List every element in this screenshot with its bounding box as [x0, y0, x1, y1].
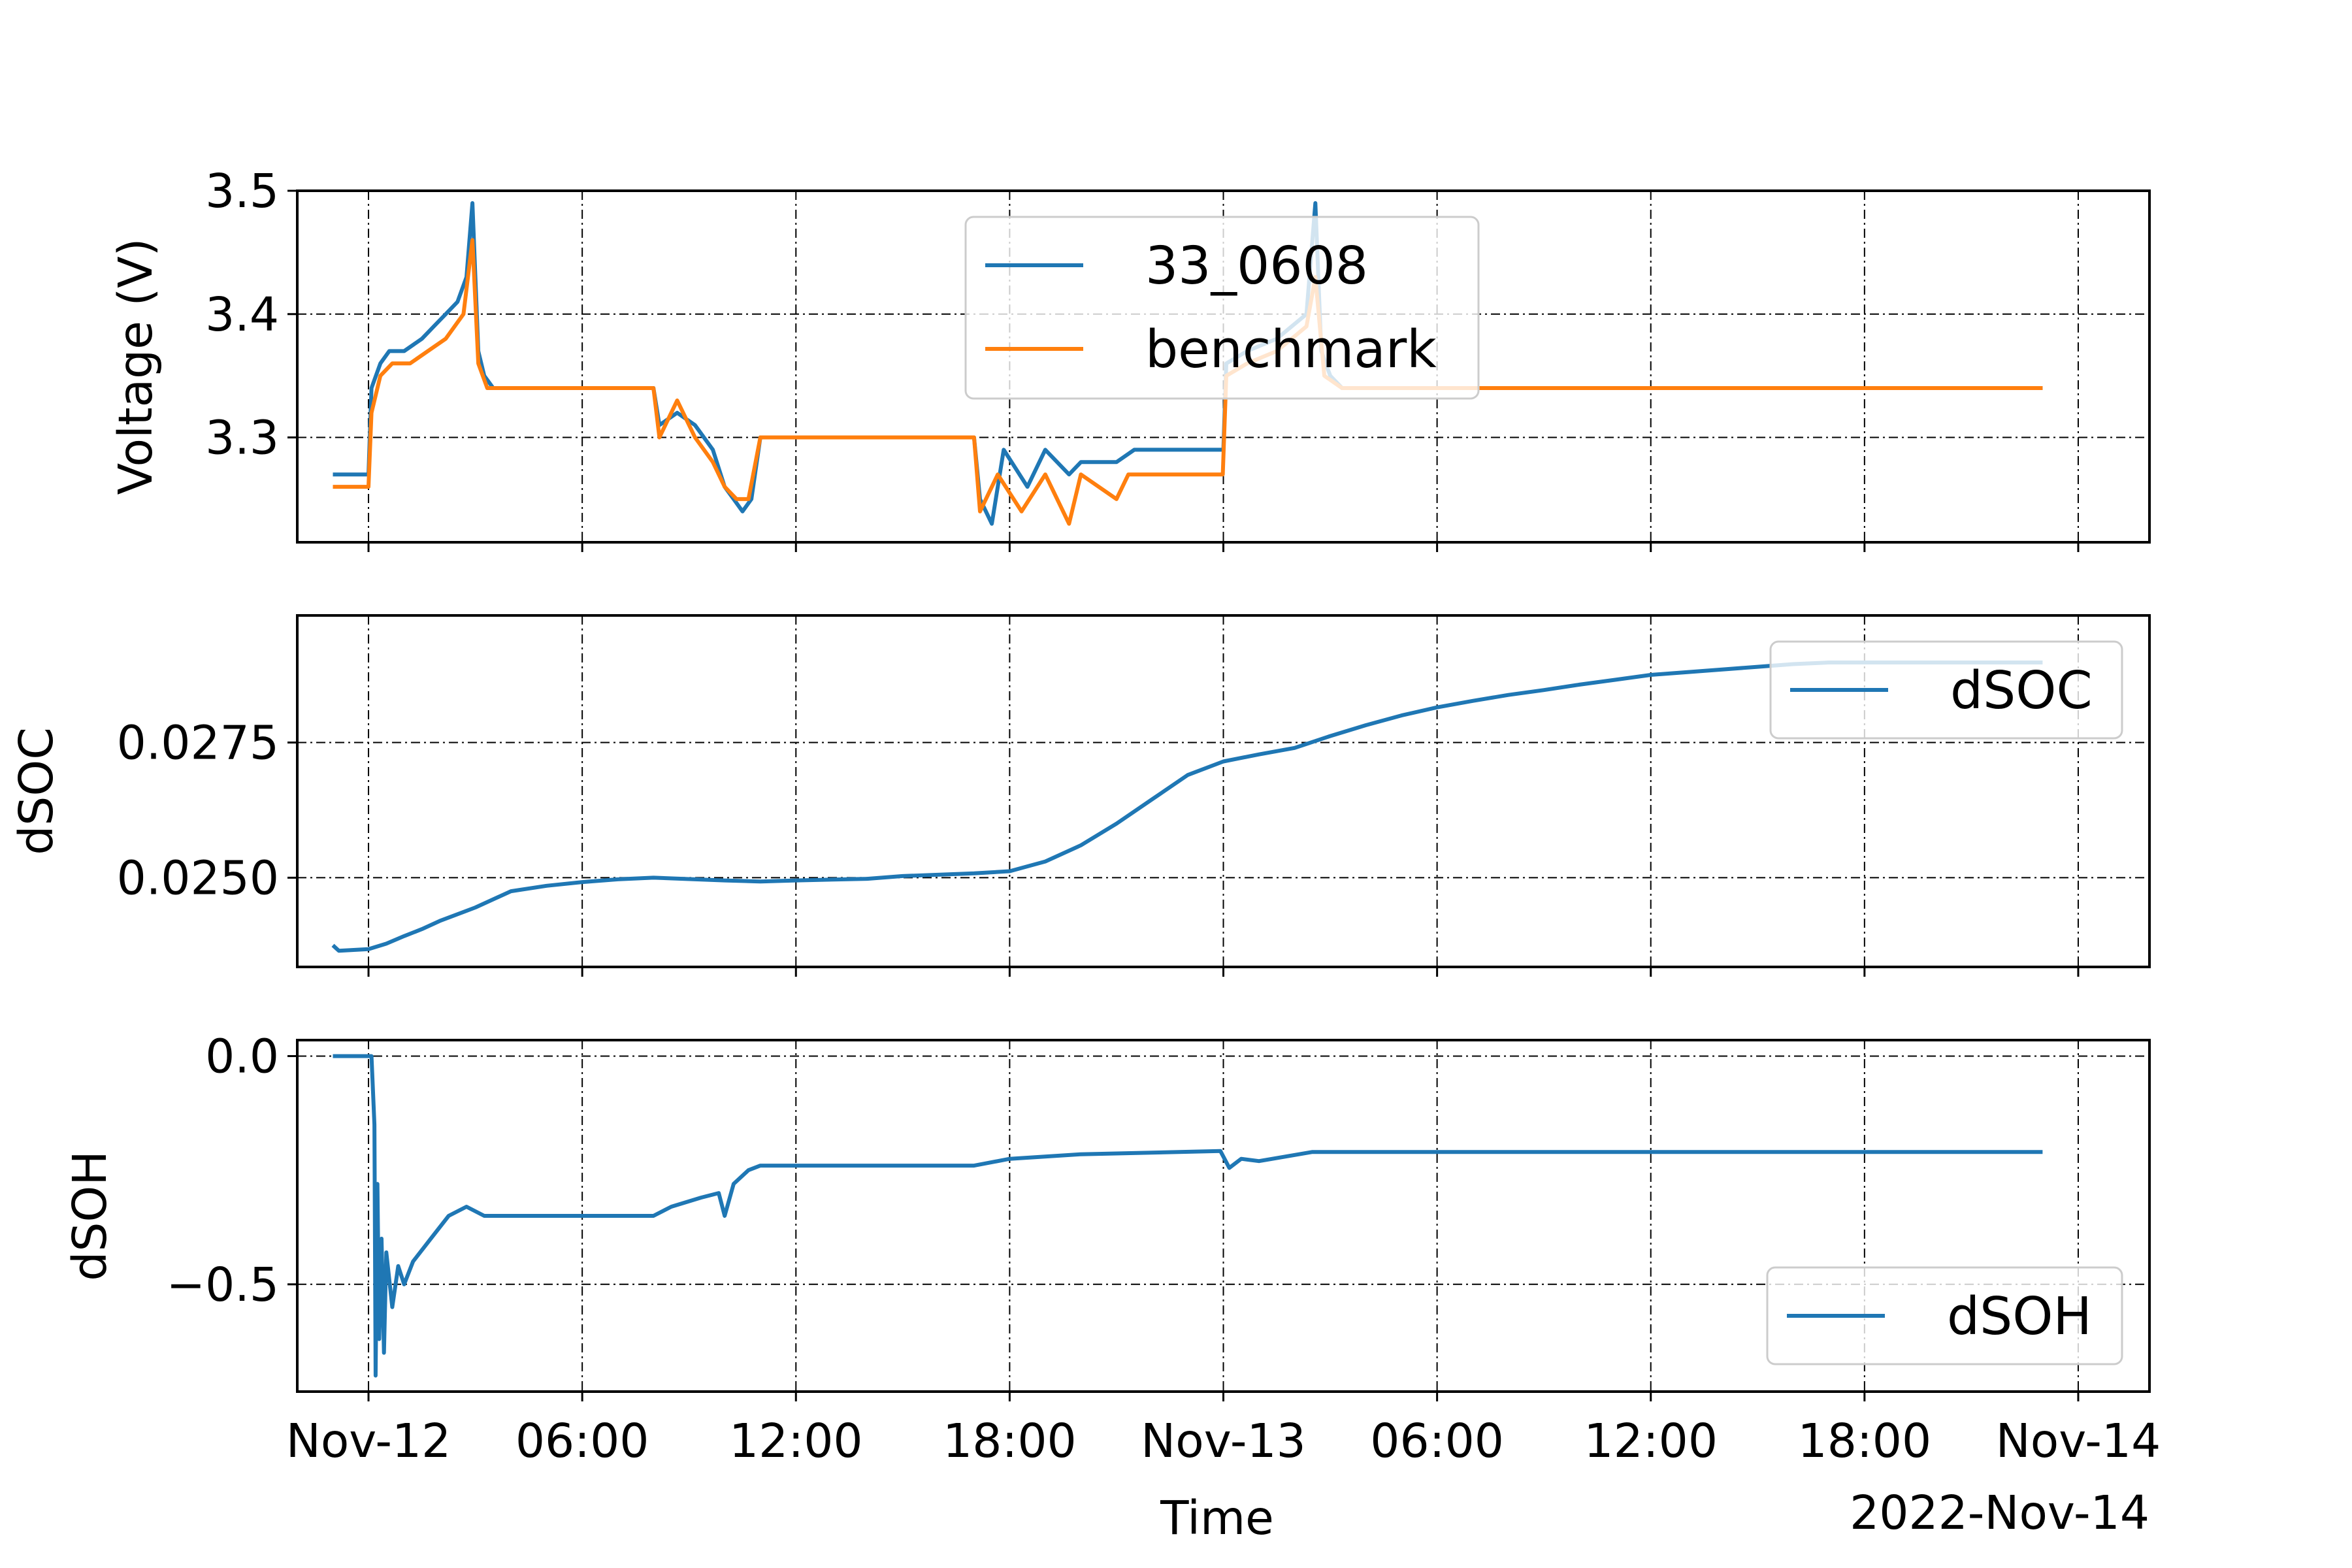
y-tick-label: 3.3	[205, 411, 279, 465]
y-tick-label: −0.5	[167, 1258, 279, 1312]
y-tick-label: 0.0	[205, 1029, 279, 1083]
legend-box	[1766, 1266, 2123, 1365]
series-line-dsoh	[333, 1054, 2043, 1378]
subplot-3: −0.5 0.0 Nov-12 06:00 12:00 18:00 Nov-13 06:00 1…	[63, 1029, 2161, 1468]
legend-box	[1769, 640, 2123, 740]
y-tick-label: 0.0250	[117, 851, 279, 905]
legend-label: dSOC	[1950, 661, 2093, 721]
legend-label: 33_0608	[1145, 236, 1368, 296]
x-tick-label: Nov-12	[286, 1414, 451, 1468]
series-line-dsoc	[331, 661, 2043, 953]
x-axis-label: Time	[1160, 1491, 1274, 1545]
x-axis-offset-label: 2022-Nov-14	[1850, 1486, 2149, 1540]
legend-label: dSOH	[1947, 1286, 2092, 1347]
x-tick-label: 18:00	[943, 1414, 1077, 1468]
x-tick-label: Nov-14	[1996, 1414, 2161, 1468]
subplot-1: 3.3 3.4 3.5 Voltage (V) 33_0608 benchmark	[108, 164, 2151, 552]
x-tick-label: 12:00	[1584, 1414, 1718, 1468]
x-tick-label: Nov-13	[1141, 1414, 1306, 1468]
legend-label: benchmark	[1145, 319, 1437, 380]
x-tick-label: 06:00	[1370, 1414, 1504, 1468]
y-axis-label: dSOC	[9, 727, 63, 855]
y-tick-label: 0.0275	[117, 716, 279, 770]
legend: dSOC	[1769, 640, 2123, 740]
subplots: 3.3 3.4 3.5 Voltage (V) 33_0608 benchmark 0.02…	[9, 164, 2161, 1468]
x-tick-label: 12:00	[729, 1414, 863, 1468]
x-tick-label: 06:00	[515, 1414, 649, 1468]
legend-box	[964, 216, 1480, 400]
subplot-2: 0.0250 0.0275 dSOC dSOC	[9, 614, 2151, 977]
y-axis-label: Voltage (V)	[108, 238, 163, 495]
y-axis-label: dSOH	[63, 1151, 117, 1281]
y-tick-label: 3.5	[205, 164, 279, 218]
y-tick-label: 3.4	[205, 287, 279, 342]
x-tick-label: 18:00	[1798, 1414, 1932, 1468]
legend: 33_0608 benchmark	[964, 216, 1480, 400]
legend: dSOH	[1766, 1266, 2123, 1365]
